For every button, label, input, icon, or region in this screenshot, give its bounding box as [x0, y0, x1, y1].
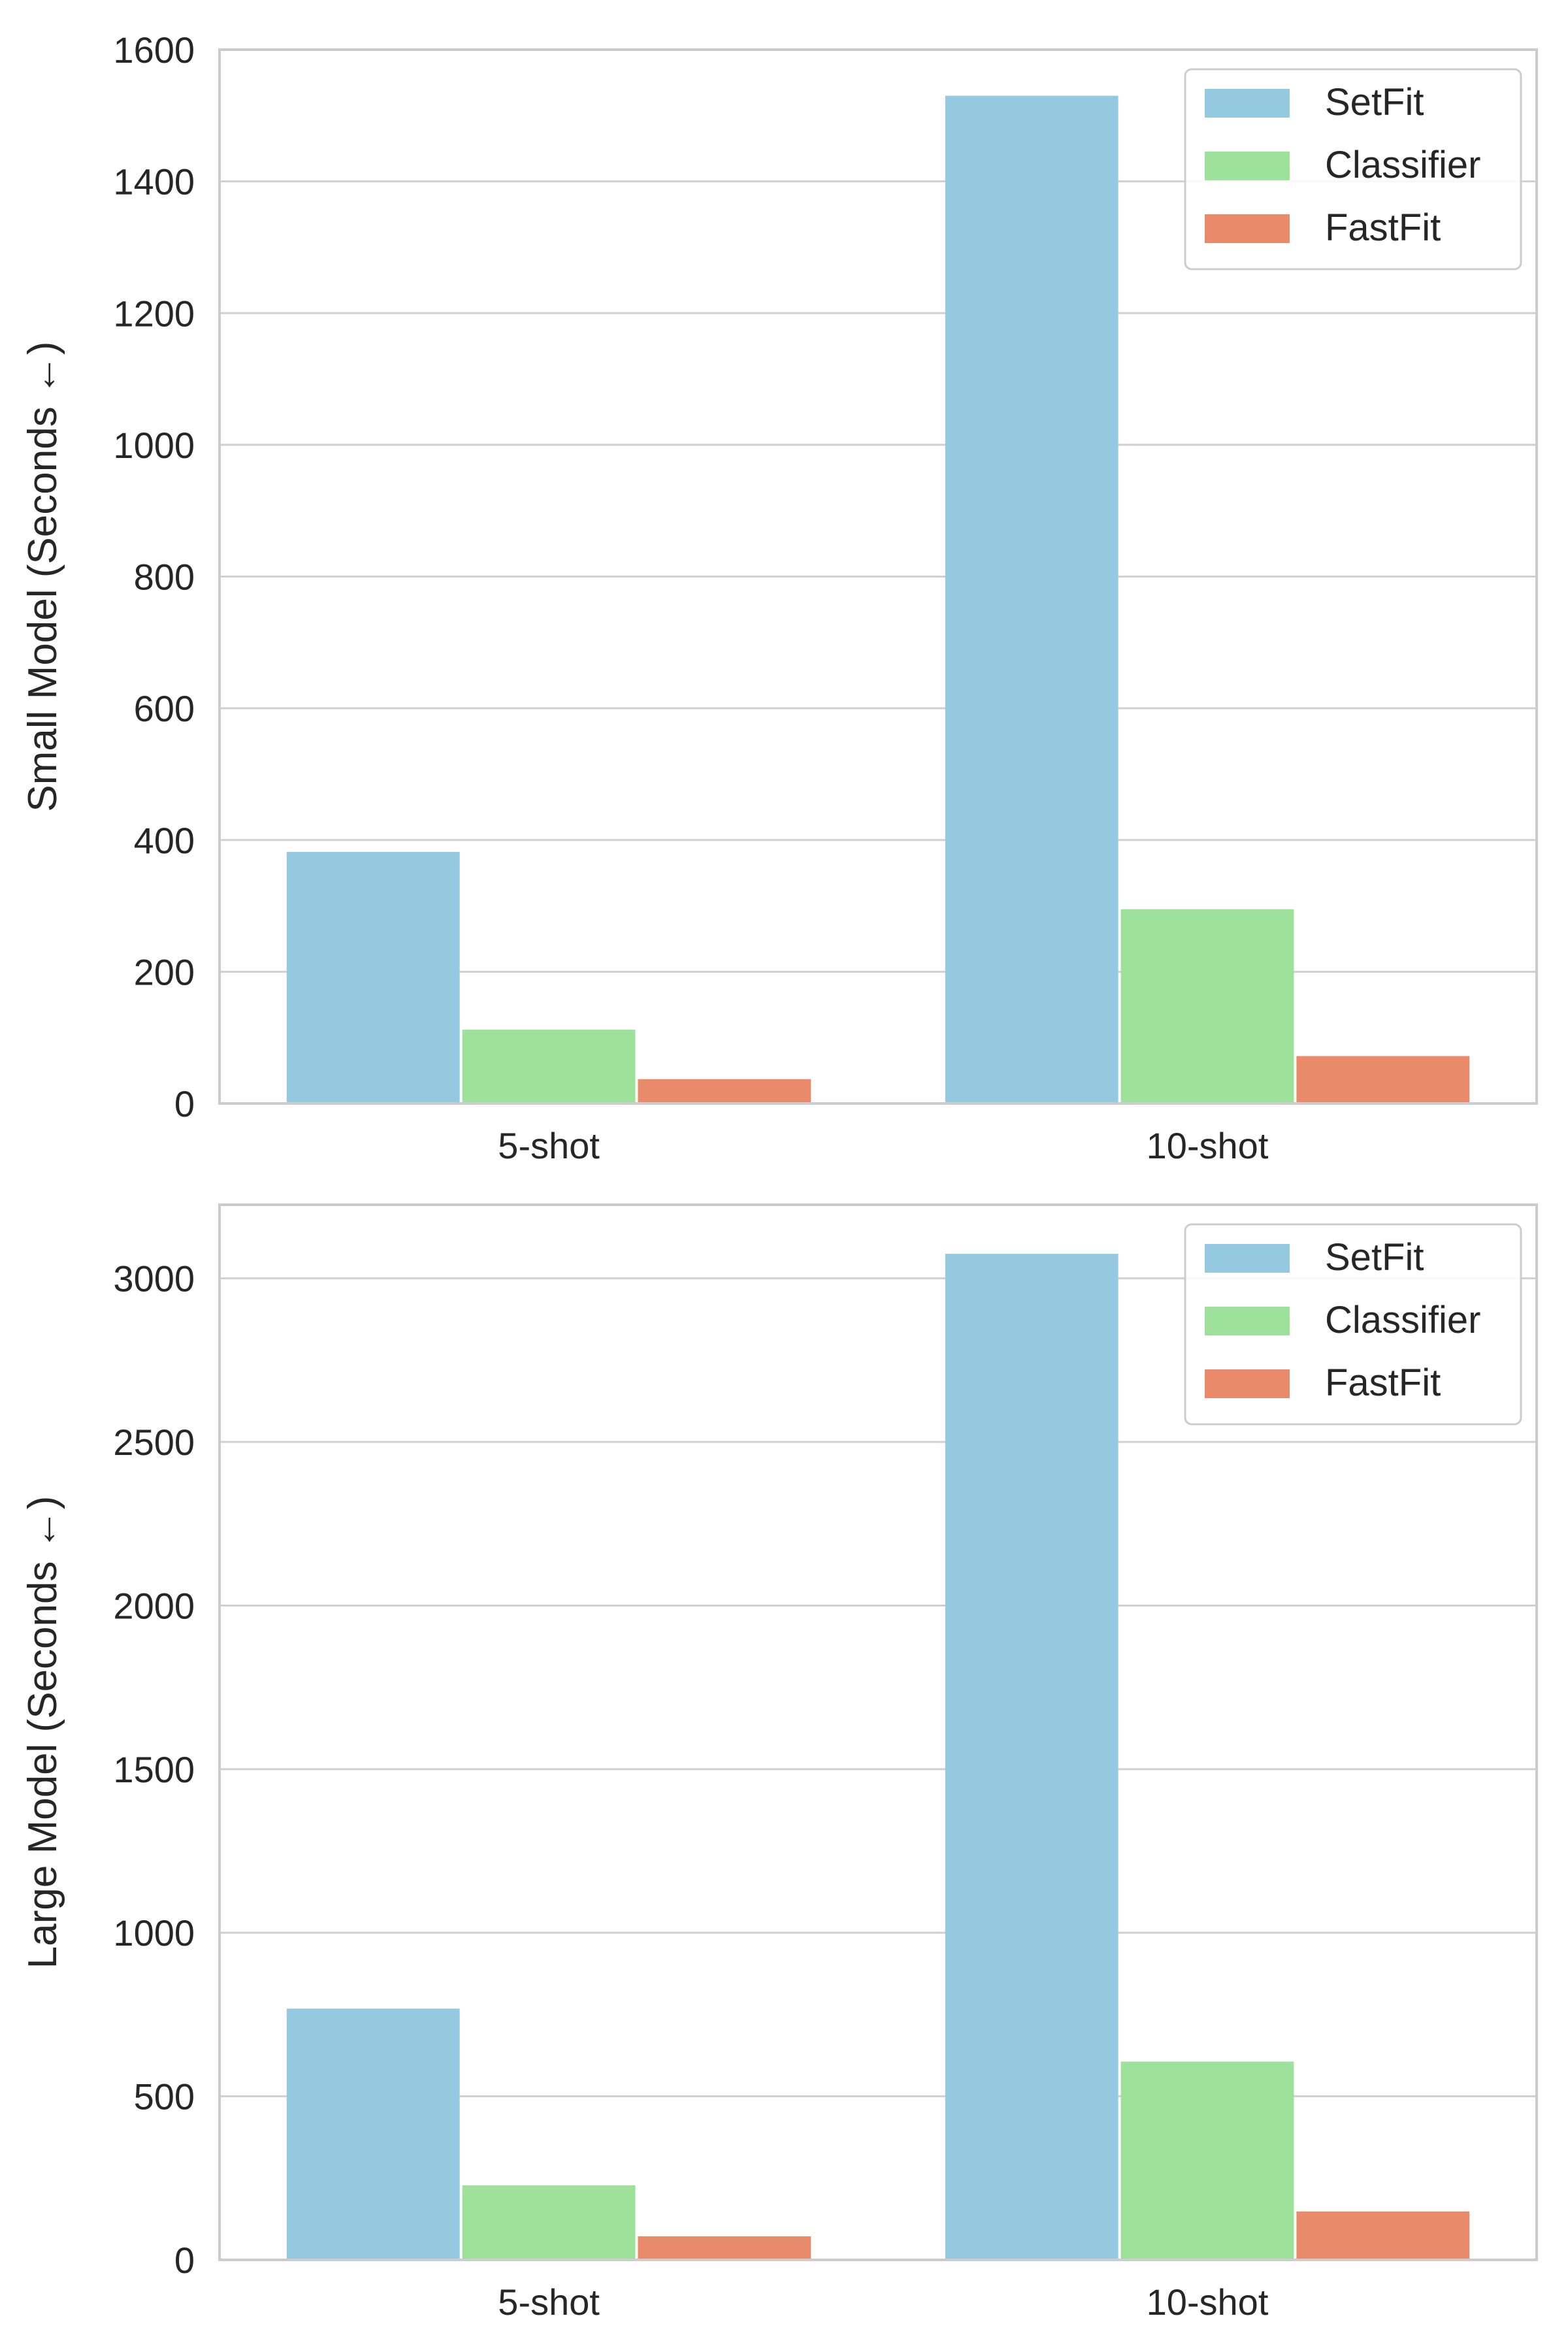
legend-swatch-setfit — [1205, 89, 1290, 118]
legend-swatch-setfit — [1205, 1244, 1290, 1273]
bar-setfit-10-shot — [945, 1254, 1119, 2260]
x-tick-label: 10-shot — [1147, 2281, 1269, 2323]
y-tick-label: 600 — [134, 688, 195, 729]
bar-setfit-5-shot — [286, 851, 460, 1103]
axes-frame — [218, 48, 1538, 1105]
small-model-chart: 0 200 400 600 800 1000 1200 1400 1600 5-shot 10-sh… — [20, 29, 1538, 1166]
y-tick-label: 3000 — [113, 1258, 195, 1299]
x-tick-label: 5-shot — [498, 1125, 600, 1166]
legend-label-fastfit: FastFit — [1325, 1362, 1441, 1404]
y-tick-label: 1000 — [113, 425, 195, 466]
y-tick-label: 400 — [134, 820, 195, 861]
bar-fastfit-10-shot — [1296, 1056, 1470, 1103]
bar-classifier-10-shot — [1120, 2061, 1294, 2260]
y-tick-label: 0 — [174, 1083, 195, 1124]
legend-swatch-classifier — [1205, 1307, 1290, 1335]
bar-setfit-10-shot — [945, 95, 1119, 1104]
y-axis-title: Large Model (Seconds ←) — [20, 1496, 65, 1969]
x-tick-label: 5-shot — [498, 2281, 600, 2323]
legend-label-classifier: Classifier — [1325, 1299, 1481, 1341]
legend-swatch-classifier — [1205, 152, 1290, 180]
axes-frame — [218, 1203, 1538, 2261]
bar-fastfit-10-shot — [1296, 2211, 1470, 2260]
y-tick-label: 2000 — [113, 1585, 195, 1626]
y-tick-label: 2500 — [113, 1422, 195, 1463]
legend: SetFit Classifier FastFit — [1184, 68, 1522, 270]
y-tick-label: 200 — [134, 951, 195, 992]
legend-label-setfit: SetFit — [1325, 81, 1424, 123]
y-axis-title: Small Model (Seconds ←) — [20, 341, 65, 811]
large-model-chart: 0 500 1000 1500 2000 2500 3000 5-shot 10-shot Lar… — [20, 1203, 1538, 2323]
y-tick-label: 800 — [134, 557, 195, 598]
y-tick-label: 1200 — [113, 293, 195, 334]
bar-setfit-5-shot — [286, 2008, 460, 2260]
bar-classifier-5-shot — [462, 2185, 636, 2260]
y-tick-label: 1000 — [113, 1912, 195, 1953]
legend-label-classifier: Classifier — [1325, 144, 1481, 186]
legend-label-fastfit: FastFit — [1325, 206, 1441, 249]
legend-label-setfit: SetFit — [1325, 1236, 1424, 1279]
bar-fastfit-5-shot — [638, 1079, 811, 1103]
y-tick-label: 0 — [174, 2240, 195, 2281]
x-tick-label: 10-shot — [1147, 1125, 1269, 1166]
bar-fastfit-5-shot — [638, 2236, 811, 2260]
legend-swatch-fastfit — [1205, 214, 1290, 243]
legend-swatch-fastfit — [1205, 1369, 1290, 1398]
y-tick-label: 1400 — [113, 161, 195, 203]
bar-classifier-10-shot — [1120, 909, 1294, 1103]
y-tick-label: 500 — [134, 2076, 195, 2117]
y-tick-label: 1500 — [113, 1749, 195, 1790]
y-tick-label: 1600 — [113, 29, 195, 71]
legend: SetFit Classifier FastFit — [1184, 1223, 1522, 1426]
bar-classifier-5-shot — [462, 1030, 636, 1103]
